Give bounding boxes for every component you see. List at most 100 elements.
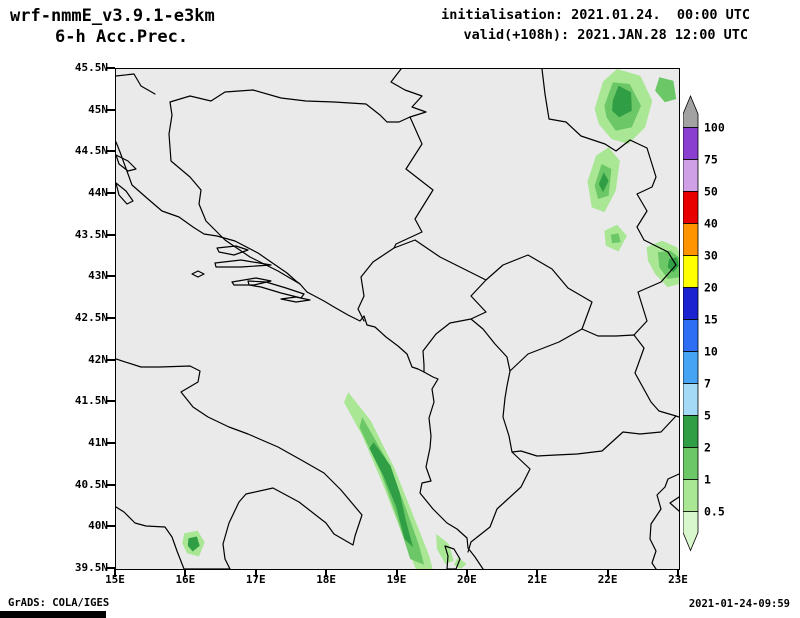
- y-axis-tick: [106, 275, 115, 278]
- colorbar-label: 1: [704, 473, 711, 487]
- coastline-italy: [116, 358, 363, 569]
- x-axis-tick: [677, 569, 679, 577]
- colorbar-arrow-down: [682, 511, 699, 552]
- colorbar-band: [682, 479, 699, 512]
- colorbar-label: 10: [704, 345, 718, 359]
- x-axis-label: 17E: [245, 573, 266, 586]
- y-axis-label: 44.5N: [74, 144, 108, 158]
- valid-time-label: valid(+108h): 2021.JAN.28 12:00 UTC: [463, 27, 748, 43]
- x-axis-tick: [325, 569, 328, 577]
- precipitation-layer: [182, 69, 679, 569]
- coastline-islands: [116, 154, 461, 569]
- colorbar-label: 2: [704, 441, 711, 455]
- y-axis-tick: [106, 67, 115, 69]
- colorbar-label: 30: [704, 249, 718, 263]
- colorbar-legend: 100 75 50 40 30 20 15 10 7 5 2 1 0.5: [682, 94, 745, 560]
- y-axis-tick: [106, 400, 115, 403]
- y-axis-label: 45.5N: [74, 61, 108, 74]
- y-axis-tick: [106, 442, 115, 444]
- x-axis-tick: [184, 569, 187, 577]
- y-axis-tick: [106, 317, 115, 319]
- precip-region-stara-core: [667, 257, 679, 273]
- x-axis-label: 20E: [456, 573, 477, 586]
- colorbar-band: [682, 255, 699, 288]
- precip-region-adriatic-band-core: [369, 442, 413, 548]
- x-axis-tick: [536, 569, 539, 577]
- y-axis-tick: [106, 192, 115, 194]
- bottom-black-bar: [0, 611, 106, 618]
- colorbar-label: 40: [704, 217, 718, 231]
- borders-serbia-bulgaria-romania: [541, 69, 677, 336]
- y-axis-label: 42.5N: [74, 311, 108, 324]
- colorbar-label: 0.5: [704, 505, 725, 519]
- y-axis-label: 43N: [88, 269, 108, 283]
- y-axis-label: 41N: [88, 436, 108, 449]
- precip-region-banat-core: [612, 85, 632, 118]
- colorbar-band: [682, 127, 699, 160]
- borders-macedonia-albania-greece: [467, 328, 679, 553]
- x-axis-label: 15E: [105, 573, 125, 586]
- colorbar-band: [682, 383, 699, 416]
- precip-region-corner-spot: [655, 77, 677, 103]
- colorbar-band: [682, 287, 699, 320]
- colorbar-label: 100: [704, 121, 725, 135]
- y-axis-tick: [106, 358, 115, 361]
- x-axis-label: 21E: [527, 573, 548, 586]
- y-axis-label: 44N: [88, 186, 108, 199]
- model-title: wrf-nmmE_v3.9.1-e3km: [10, 6, 215, 26]
- y-axis-label: 40N: [88, 519, 108, 533]
- colorbar-label: 5: [704, 409, 711, 423]
- colorbar-band: [682, 191, 699, 224]
- init-time-label: initialisation: 2021.01.24. 00:00 UTC: [441, 7, 750, 23]
- geography-layer: [116, 69, 679, 569]
- y-axis-label: 43.5N: [74, 227, 108, 241]
- colorbar-arrow-up: [682, 94, 699, 128]
- y-axis-tick: [106, 108, 115, 111]
- precip-region-timok-core: [598, 172, 609, 193]
- colorbar-band: [682, 159, 699, 192]
- y-axis-tick: [106, 525, 115, 528]
- colorbar-label: 7: [704, 377, 711, 391]
- x-axis-label: 18E: [316, 573, 337, 586]
- precip-region-nis-mid: [610, 233, 621, 244]
- borders-montenegro-kosovo: [357, 239, 593, 373]
- map-canvas: [116, 69, 679, 569]
- y-axis-tick: [106, 567, 115, 569]
- x-axis-tick: [606, 569, 609, 577]
- colorbar-label: 20: [704, 281, 718, 295]
- colorbar-band: [682, 223, 699, 256]
- colorbar-band: [682, 415, 699, 448]
- y-axis-tick: [106, 483, 115, 486]
- x-axis-label: 16E: [175, 573, 196, 586]
- y-axis-label: 40.5N: [74, 477, 108, 491]
- x-axis-tick: [465, 569, 468, 577]
- borders-croatia-bosnia-serbia: [116, 69, 434, 285]
- y-axis-label: 41.5N: [74, 394, 108, 408]
- colorbar-label: 50: [704, 185, 718, 199]
- grads-credit: GrADS: COLA/IGES: [8, 597, 110, 609]
- y-axis-tick: [106, 150, 115, 153]
- coastline-greece: [649, 473, 679, 569]
- colorbar-label: 15: [704, 313, 718, 327]
- y-axis-label: 42N: [88, 352, 108, 366]
- x-axis-tick: [114, 569, 116, 577]
- y-axis-label: 39.5N: [74, 561, 108, 574]
- y-axis-tick: [106, 233, 115, 236]
- coastline-east-adriatic: [116, 141, 484, 569]
- colorbar-band: [682, 351, 699, 384]
- map-panel: [115, 68, 680, 570]
- colorbar-label: 75: [704, 153, 718, 167]
- x-axis-label: 19E: [386, 573, 407, 586]
- x-axis-tick: [395, 569, 398, 577]
- x-axis-label: 23E: [668, 573, 688, 586]
- precip-region-calabria-core: [187, 536, 200, 552]
- colorbar-band: [682, 319, 699, 352]
- colorbar-band: [682, 447, 699, 480]
- y-axis-label: 45N: [88, 102, 108, 116]
- product-subtitle: 6-h Acc.Prec.: [55, 27, 189, 47]
- precip-region-ionian-spot-west: [436, 534, 454, 564]
- timestamp: 2021-01-24-09:59: [688, 598, 790, 610]
- x-axis-label: 22E: [597, 573, 618, 586]
